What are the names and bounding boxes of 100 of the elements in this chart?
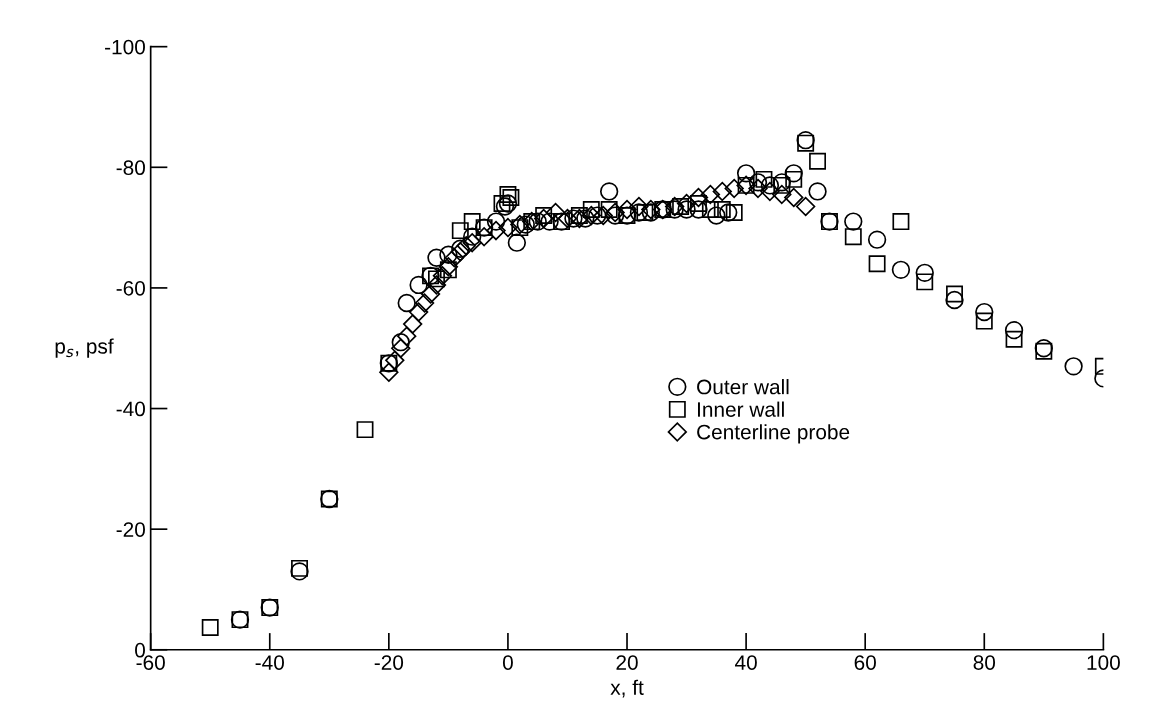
point — [629, 203, 649, 222]
point — [201, 619, 219, 636]
point — [844, 212, 863, 231]
point — [867, 230, 887, 249]
x-tick-label: 40 — [735, 655, 757, 670]
point — [636, 204, 654, 222]
point — [510, 214, 530, 235]
point — [916, 273, 934, 291]
point — [402, 314, 423, 334]
y-tick-label: -100 — [105, 39, 145, 55]
point — [397, 293, 416, 313]
point — [755, 170, 773, 188]
point — [426, 275, 447, 295]
point — [719, 203, 738, 222]
point — [915, 263, 934, 283]
point — [701, 201, 719, 218]
point — [784, 164, 803, 183]
point — [760, 176, 780, 195]
point — [784, 187, 804, 208]
point — [507, 233, 527, 252]
legend-label: Centerline probe — [697, 424, 850, 444]
point — [545, 202, 566, 223]
point — [689, 200, 708, 219]
point — [427, 248, 446, 267]
point — [391, 333, 410, 352]
point — [516, 215, 535, 234]
y-tick-label: -60 — [116, 280, 145, 296]
point — [975, 302, 994, 322]
point — [474, 226, 494, 247]
point — [617, 199, 637, 220]
point — [760, 181, 780, 202]
point — [444, 248, 465, 268]
point — [772, 184, 792, 205]
point — [713, 201, 731, 218]
point — [540, 212, 559, 231]
legend-label: Outer wall — [697, 379, 789, 395]
point — [486, 220, 506, 241]
y-tick-label: -20 — [116, 522, 145, 537]
point — [795, 196, 816, 217]
y-tick-label: -40 — [116, 401, 145, 417]
point — [945, 290, 964, 310]
point — [439, 245, 458, 264]
point — [599, 182, 619, 201]
x-axis-title: x, ft — [610, 679, 644, 698]
point — [676, 193, 697, 214]
legend-label: Inner wall — [698, 401, 784, 417]
point — [785, 170, 803, 188]
point — [796, 130, 815, 150]
y-tick-label: -80 — [116, 160, 145, 176]
point — [809, 152, 827, 170]
point — [290, 562, 309, 581]
point — [414, 293, 435, 313]
point — [892, 213, 910, 231]
x-tick-label: 80 — [973, 655, 996, 670]
point — [975, 312, 993, 330]
point — [557, 208, 578, 229]
point — [712, 181, 732, 202]
point — [498, 217, 518, 238]
point — [672, 198, 690, 215]
point — [844, 228, 862, 246]
point — [462, 233, 482, 253]
point — [451, 222, 469, 240]
point — [593, 205, 613, 226]
point — [397, 326, 417, 346]
point — [1004, 320, 1024, 340]
point — [748, 178, 768, 199]
point — [736, 164, 756, 183]
point — [688, 187, 709, 208]
point — [428, 270, 445, 288]
point — [1005, 330, 1023, 348]
point — [629, 196, 649, 217]
x-tick-label: 60 — [854, 655, 876, 670]
x-tick-label: -40 — [255, 655, 284, 670]
point — [486, 212, 506, 231]
point — [493, 195, 511, 212]
point — [463, 227, 482, 246]
point — [946, 285, 963, 303]
point — [588, 206, 607, 225]
point — [511, 219, 529, 237]
point — [600, 201, 618, 218]
point — [582, 201, 600, 218]
point — [1064, 357, 1083, 376]
point — [581, 205, 601, 226]
point — [409, 275, 428, 295]
point — [456, 236, 476, 256]
point — [356, 421, 374, 439]
x-tick-label: 20 — [616, 655, 638, 670]
point — [391, 338, 411, 358]
point — [379, 362, 399, 383]
point — [725, 204, 743, 222]
point — [868, 255, 886, 273]
point — [700, 184, 721, 205]
point — [564, 209, 583, 228]
point — [891, 260, 911, 279]
point — [385, 350, 405, 370]
x-tick-label: 100 — [1087, 655, 1120, 670]
point — [808, 182, 827, 201]
y-axis-title: p$_{s}$, psf — [55, 338, 114, 358]
point — [463, 213, 481, 231]
point — [408, 302, 429, 322]
